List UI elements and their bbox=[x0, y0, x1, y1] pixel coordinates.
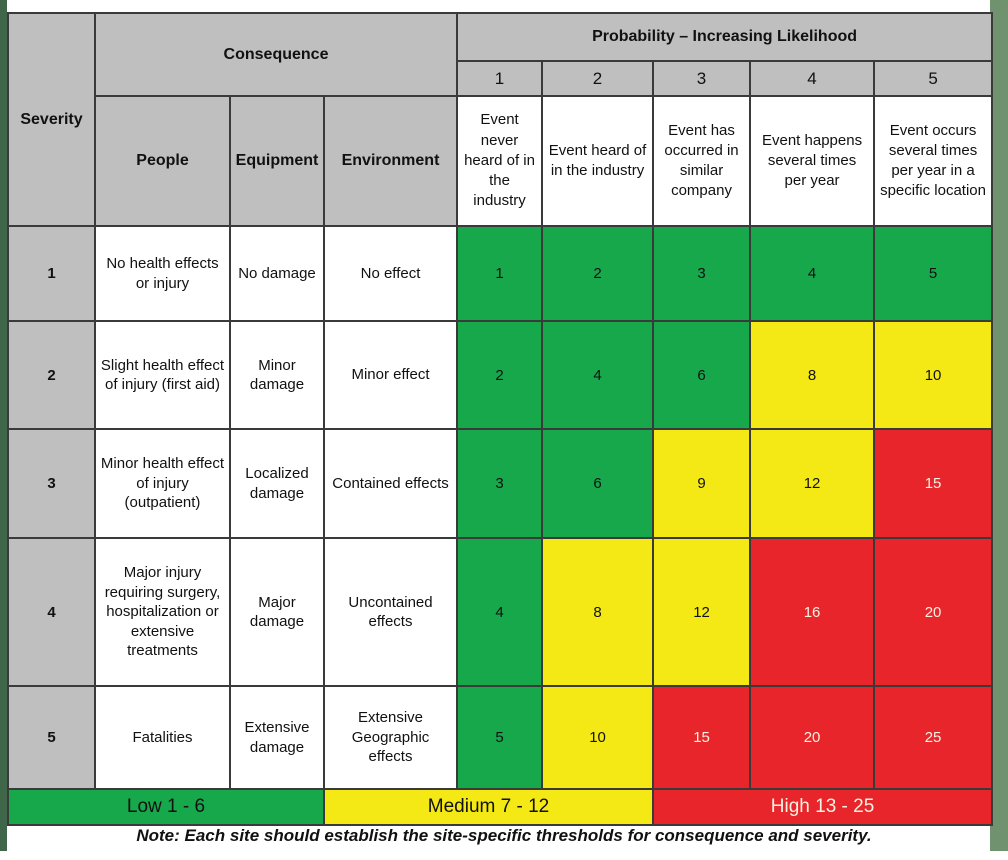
table-row: 1 No health effects or injury No damage … bbox=[7, 225, 994, 322]
risk-cell: 4 bbox=[541, 320, 655, 430]
risk-cell: 8 bbox=[541, 537, 655, 687]
risk-matrix-wrapper: Severity Consequence Probability – Incre… bbox=[7, 12, 994, 826]
risk-cell: 20 bbox=[873, 537, 994, 687]
table-row: 2 Slight health effect of injury (first … bbox=[7, 320, 994, 430]
environment-cell: No effect bbox=[322, 225, 459, 322]
severity-cell: 5 bbox=[7, 685, 96, 790]
risk-matrix-table: Severity Consequence Probability – Incre… bbox=[7, 12, 994, 826]
equipment-cell: No damage bbox=[229, 225, 325, 322]
risk-cell: 12 bbox=[652, 537, 752, 687]
risk-cell: 2 bbox=[456, 320, 544, 430]
equipment-cell: Extensive damage bbox=[229, 685, 325, 790]
risk-cell: 9 bbox=[652, 428, 752, 539]
legend-low: Low 1 - 6 bbox=[7, 788, 325, 826]
environment-cell: Contained effects bbox=[322, 428, 459, 539]
probability-level-5-number: 5 bbox=[873, 60, 994, 97]
risk-cell: 1 bbox=[456, 225, 544, 322]
people-cell: No health effects or injury bbox=[94, 225, 231, 322]
equipment-cell: Localized damage bbox=[229, 428, 325, 539]
people-cell: Major injury requiring surgery, hospital… bbox=[94, 537, 231, 687]
table-row: 5 Fatalities Extensive damage Extensive … bbox=[7, 685, 994, 790]
severity-header: Severity bbox=[7, 12, 96, 227]
people-cell: Slight health effect of injury (first ai… bbox=[94, 320, 231, 430]
probability-level-3-description: Event has occurred in similar company bbox=[652, 95, 752, 227]
probability-level-1-number: 1 bbox=[456, 60, 544, 97]
left-border-strip bbox=[0, 0, 7, 851]
risk-cell: 25 bbox=[873, 685, 994, 790]
risk-cell: 8 bbox=[749, 320, 876, 430]
table-row: 4 Major injury requiring surgery, hospit… bbox=[7, 537, 994, 687]
probability-header: Probability – Increasing Likelihood bbox=[456, 12, 994, 62]
environment-column-header: Environment bbox=[322, 95, 459, 227]
risk-cell: 5 bbox=[456, 685, 544, 790]
risk-cell: 20 bbox=[749, 685, 876, 790]
people-cell: Minor health effect of injury (outpatien… bbox=[94, 428, 231, 539]
table-row: 3 Minor health effect of injury (outpati… bbox=[7, 428, 994, 539]
footnote-text: Note: Each site should establish the sit… bbox=[136, 826, 872, 845]
risk-cell: 6 bbox=[652, 320, 752, 430]
risk-cell: 16 bbox=[749, 537, 876, 687]
legend-medium: Medium 7 - 12 bbox=[322, 788, 655, 826]
risk-cell: 4 bbox=[749, 225, 876, 322]
risk-cell: 6 bbox=[541, 428, 655, 539]
equipment-cell: Major damage bbox=[229, 537, 325, 687]
people-cell: Fatalities bbox=[94, 685, 231, 790]
risk-cell: 3 bbox=[456, 428, 544, 539]
probability-level-1-description: Event never heard of in the industry bbox=[456, 95, 544, 227]
equipment-cell: Minor damage bbox=[229, 320, 325, 430]
severity-cell: 4 bbox=[7, 537, 96, 687]
severity-cell: 1 bbox=[7, 225, 96, 322]
right-border-strip bbox=[990, 0, 1008, 851]
severity-cell: 2 bbox=[7, 320, 96, 430]
consequence-header: Consequence bbox=[93, 12, 459, 97]
legend-row: Low 1 - 6 Medium 7 - 12 High 13 - 25 bbox=[7, 788, 994, 826]
risk-cell: 2 bbox=[541, 225, 655, 322]
risk-cell: 15 bbox=[652, 685, 752, 790]
probability-level-5-description: Event occurs several times per year in a… bbox=[873, 95, 994, 227]
legend-high: High 13 - 25 bbox=[652, 788, 994, 826]
probability-level-3-number: 3 bbox=[652, 60, 752, 97]
environment-cell: Minor effect bbox=[322, 320, 459, 430]
environment-cell: Uncontained effects bbox=[322, 537, 459, 687]
risk-cell: 4 bbox=[456, 537, 544, 687]
probability-level-2-description: Event heard of in the industry bbox=[541, 95, 655, 227]
probability-level-4-description: Event happens several times per year bbox=[749, 95, 876, 227]
risk-cell: 5 bbox=[873, 225, 994, 322]
probability-level-2-number: 2 bbox=[541, 60, 655, 97]
risk-cell: 3 bbox=[652, 225, 752, 322]
probability-level-4-number: 4 bbox=[749, 60, 876, 97]
risk-cell: 15 bbox=[873, 428, 994, 539]
risk-cell: 10 bbox=[541, 685, 655, 790]
risk-cell: 10 bbox=[873, 320, 994, 430]
people-column-header: People bbox=[94, 95, 231, 227]
risk-cell: 12 bbox=[749, 428, 876, 539]
severity-cell: 3 bbox=[7, 428, 96, 539]
environment-cell: Extensive Geographic effects bbox=[322, 685, 459, 790]
equipment-column-header: Equipment bbox=[229, 95, 325, 227]
